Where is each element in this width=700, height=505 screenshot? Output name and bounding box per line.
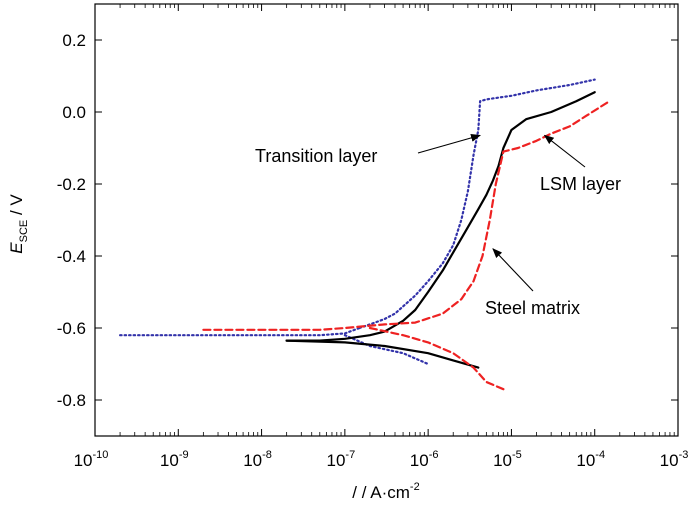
series-line-steel-matrix bbox=[285, 339, 480, 369]
series-group bbox=[119, 78, 611, 391]
annotation-label: LSM layer bbox=[540, 174, 621, 194]
annotation-label: Transition layer bbox=[255, 146, 377, 166]
annotation-arrow bbox=[492, 248, 534, 292]
y-axis-label: ESCE / V bbox=[7, 194, 30, 254]
y-tick-label: -0.8 bbox=[57, 391, 86, 410]
x-tick-label: 10-9 bbox=[160, 449, 189, 470]
series-line-steel-matrix bbox=[285, 91, 596, 342]
y-tick-label: -0.2 bbox=[57, 175, 86, 194]
x-tick-label: 10-4 bbox=[576, 449, 605, 470]
series-line-transition-layer bbox=[119, 326, 361, 337]
x-tick-label: 10-7 bbox=[327, 449, 356, 470]
annotation-arrow bbox=[417, 134, 482, 154]
series-line-transition-layer bbox=[358, 78, 596, 330]
y-tick-label: 0.2 bbox=[62, 31, 86, 50]
x-tick-label: 10-8 bbox=[243, 449, 272, 470]
x-axis-label: / / A·cm-2 bbox=[352, 481, 419, 502]
series-line-lsm-layer bbox=[368, 326, 505, 391]
x-tick-label: 10-10 bbox=[74, 449, 109, 470]
series-line-transition-layer bbox=[343, 334, 430, 366]
annotation-arrow bbox=[543, 134, 586, 168]
annotation-label: Steel matrix bbox=[485, 298, 580, 318]
plot-frame bbox=[94, 3, 679, 437]
annotations-group: Transition layer LSM layer Steel matrix bbox=[255, 134, 621, 318]
axis-ticks: 10-10 10-9 10-8 10-7 10-6 10-5 10-4 10-3 0.2 0.0 -… bbox=[57, 4, 689, 470]
y-tick-label: 0.0 bbox=[62, 103, 86, 122]
y-tick-label: -0.6 bbox=[57, 319, 86, 338]
x-tick-label: 10-6 bbox=[410, 449, 439, 470]
x-tick-label: 10-3 bbox=[660, 449, 689, 470]
series-line-lsm-layer bbox=[202, 100, 611, 331]
y-tick-label: -0.4 bbox=[57, 247, 86, 266]
x-tick-label: 10-5 bbox=[493, 449, 522, 470]
